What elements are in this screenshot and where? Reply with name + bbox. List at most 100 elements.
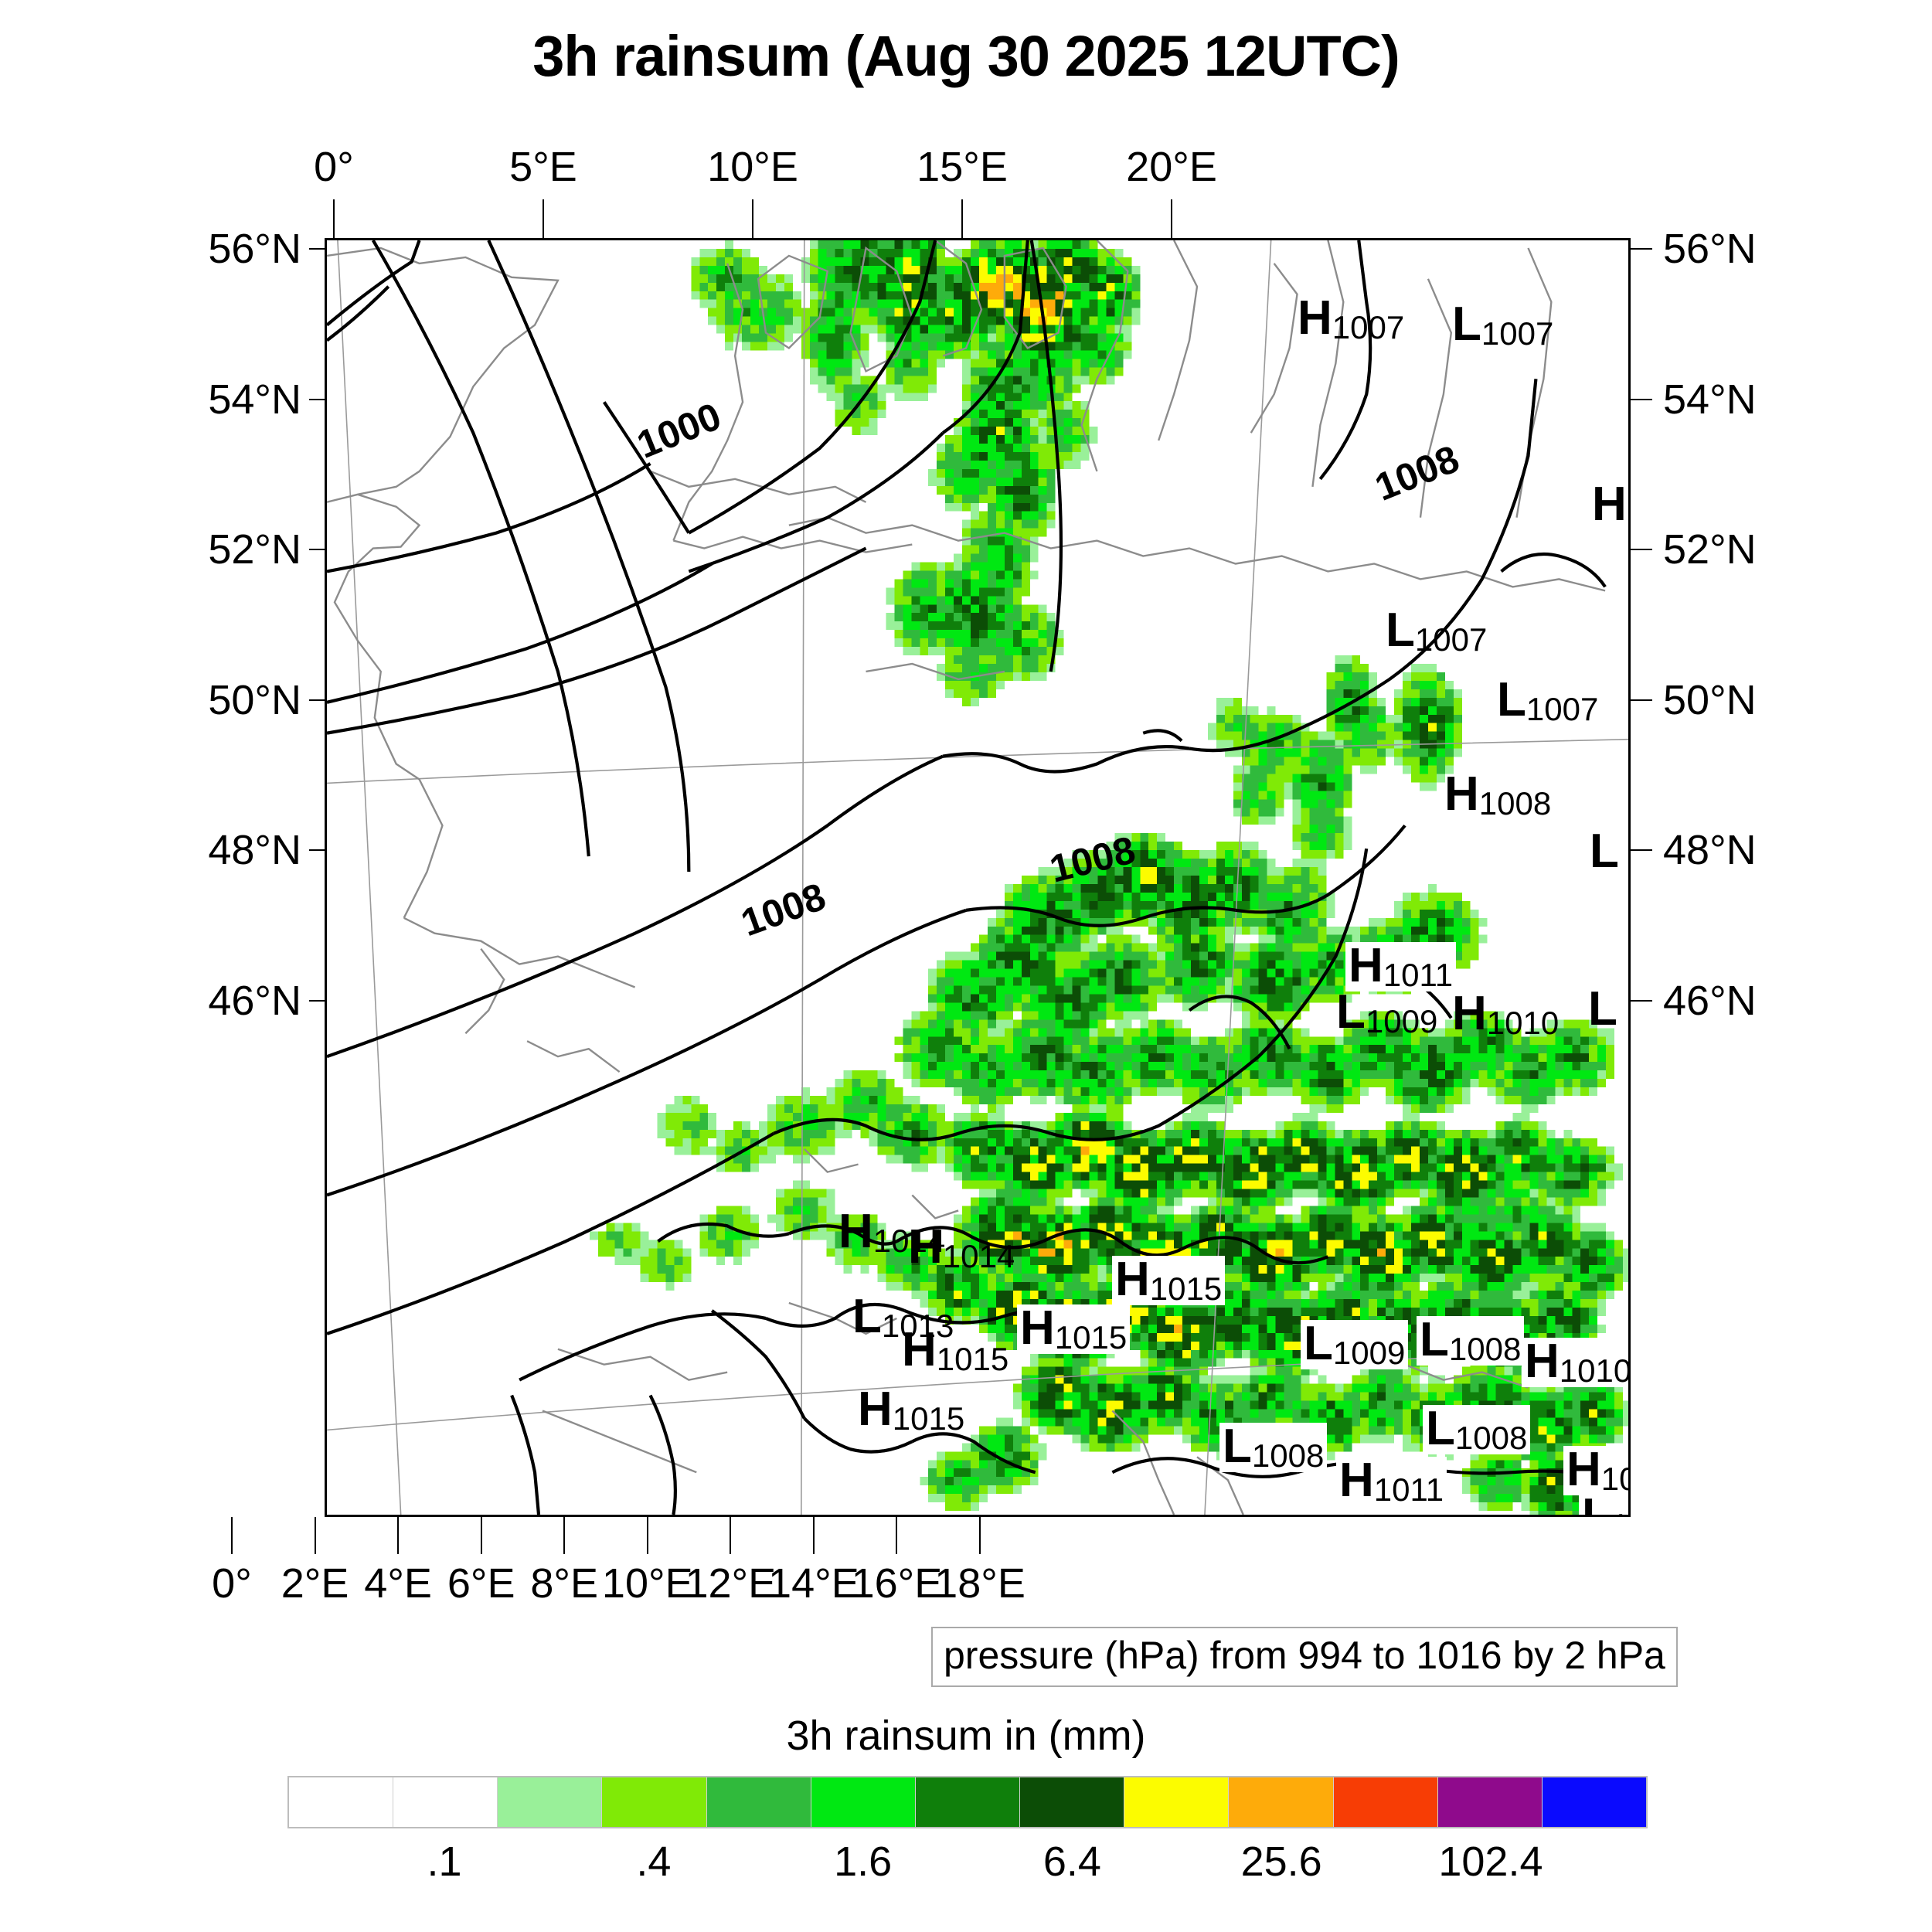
colorbar-cell-8[interactable] (1124, 1777, 1229, 1827)
pressure-center-letter: H (1525, 1335, 1560, 1388)
colorbar-cell-7[interactable] (1019, 1777, 1124, 1827)
precipitation-layer (589, 240, 1628, 1515)
colorbar-cell-4[interactable] (706, 1777, 811, 1827)
left-tick-mark-3 (309, 699, 326, 701)
pressure-center-h-20: H1015 (855, 1386, 968, 1435)
colorbar-cell-5[interactable] (810, 1777, 915, 1827)
pressure-center-letter: L (1420, 1313, 1449, 1366)
pressure-center-letter: H (858, 1383, 893, 1436)
pressure-center-letter: H (1349, 939, 1383, 992)
pressure-center-letter: H (1592, 478, 1627, 531)
left-tick-mark-2 (309, 549, 326, 550)
pressure-center-l-10: L (1585, 985, 1621, 1035)
weather-map[interactable]: H1007 L1007 H L1007 L1007 H1008 L H1011 L1009 H10… (325, 238, 1631, 1517)
colorbar-tick-labels: .1 .4 1.6 6.4 25.6 102.4 (287, 1838, 1648, 1892)
bottom-tick-mark-3 (480, 1517, 482, 1554)
pressure-center-h-7: H1011 (1345, 939, 1457, 993)
right-tick-5: 46°N (1663, 977, 1757, 1024)
bottom-tick-2: 4°E (364, 1560, 432, 1607)
colorbar-cell-3[interactable] (601, 1777, 706, 1827)
colorbar[interactable] (287, 1776, 1648, 1828)
pressure-center-letter: H (1339, 1454, 1374, 1507)
pressure-center-value: 1013 (881, 1308, 954, 1344)
top-tick-mark-4 (1171, 199, 1172, 238)
pressure-center-value: 1007 (1332, 309, 1405, 345)
pressure-center-letter: H (1115, 1253, 1150, 1306)
pressure-center-h-12: H1014 (905, 1223, 1018, 1273)
pressure-center-letter: L (1588, 982, 1617, 1036)
pressure-center-l-25: L1 (1579, 1492, 1628, 1515)
pressure-center-l-21: L1008 (1219, 1423, 1328, 1472)
right-tick-mark-5 (1631, 999, 1652, 1002)
right-tick-3: 50°N (1663, 676, 1757, 723)
left-tick-1: 54°N (208, 376, 301, 423)
pressure-center-value: 1009 (1365, 1003, 1438, 1039)
pressure-center-value: 101 (1600, 1461, 1628, 1497)
pressure-center-h-19: H1010 (1522, 1335, 1631, 1389)
pressure-center-value: 1008 (1478, 785, 1552, 821)
colorbar-cell-12[interactable] (1541, 1777, 1647, 1827)
pressure-center-letter: L (852, 1290, 882, 1343)
top-tick-mark-2 (752, 199, 753, 238)
pressure-center-h-9: H1010 (1449, 990, 1562, 1039)
pressure-center-letter: L (1590, 825, 1619, 878)
left-tick-mark-0 (309, 248, 326, 250)
colorbar-tick-3: 6.4 (1043, 1838, 1101, 1885)
bottom-tick-5: 10°E (601, 1560, 693, 1607)
colorbar-tick-1: .4 (636, 1838, 672, 1885)
map-canvas (327, 240, 1628, 1515)
pressure-center-h-23: H1011 (1336, 1457, 1447, 1506)
pressure-center-value: 1007 (1481, 315, 1554, 352)
pressure-center-l-17: L1009 (1301, 1317, 1409, 1370)
colorbar-tick-4: 25.6 (1240, 1838, 1322, 1885)
bottom-tick-8: 16°E (851, 1560, 943, 1607)
colorbar-tick-0: .1 (427, 1838, 462, 1885)
pressure-center-l-8: L1009 (1333, 988, 1440, 1038)
pressure-center-letter: L (1452, 298, 1481, 351)
bottom-tick-mark-9 (979, 1517, 981, 1554)
pressure-center-value: 1011 (1373, 1471, 1444, 1508)
pressure-center-value: 1010 (1486, 1005, 1560, 1041)
colorbar-cell-6[interactable] (914, 1777, 1020, 1827)
pressure-center-value: 1011 (1383, 957, 1454, 993)
right-tick-0: 56°N (1663, 226, 1757, 272)
bottom-tick-3: 6°E (447, 1560, 515, 1607)
colorbar-cell-0[interactable] (289, 1777, 393, 1827)
pressure-center-l-3: L1007 (1383, 607, 1490, 656)
pressure-legend-box: pressure (hPa) from 994 to 1016 by 2 hPa (931, 1627, 1678, 1687)
pressure-center-h-5: H1008 (1441, 770, 1554, 820)
bottom-tick-9: 18°E (934, 1560, 1026, 1607)
colorbar-cell-11[interactable] (1437, 1777, 1542, 1827)
pressure-center-letter: H (1298, 291, 1332, 345)
pressure-center-l-4: L1007 (1494, 676, 1601, 726)
right-tick-mark-3 (1631, 699, 1652, 701)
pressure-center-letter: H (838, 1205, 873, 1258)
pressure-center-h-16: H1015 (899, 1326, 1012, 1376)
bottom-tick-mark-7 (812, 1517, 815, 1554)
pressure-center-l-6: L (1587, 828, 1622, 877)
bottom-tick-7: 14°E (768, 1560, 859, 1607)
pressure-center-l-1: L1007 (1449, 301, 1556, 350)
pressure-center-value: 1010 (1559, 1352, 1631, 1389)
top-tick-4: 20°E (1126, 144, 1217, 190)
pressure-center-value: 1015 (1054, 1319, 1128, 1355)
pressure-center-value: 1 (1611, 1507, 1628, 1515)
left-tick-0: 56°N (208, 226, 301, 272)
pressure-center-h-24: H101 (1563, 1446, 1628, 1497)
colorbar-cell-1[interactable] (393, 1777, 498, 1827)
pressure-center-letter: H (1452, 987, 1487, 1040)
colorbar-tick-2: 1.6 (834, 1838, 893, 1885)
pressure-center-letter: L (1386, 604, 1415, 657)
pressure-center-h-0: H1007 (1294, 294, 1407, 344)
colorbar-cell-2[interactable] (497, 1777, 602, 1827)
pressure-center-letter: L (1304, 1317, 1333, 1370)
pressure-center-value: 1007 (1414, 621, 1488, 658)
pressure-center-letter: H (1444, 767, 1479, 821)
left-tick-5: 46°N (208, 977, 301, 1024)
left-tick-4: 48°N (208, 827, 301, 873)
pressure-center-value: 1015 (892, 1400, 965, 1437)
colorbar-cell-9[interactable] (1228, 1777, 1333, 1827)
pressure-center-h-26: H (1519, 1509, 1560, 1515)
pressure-center-letter: H (1020, 1301, 1055, 1355)
colorbar-cell-10[interactable] (1332, 1777, 1437, 1827)
